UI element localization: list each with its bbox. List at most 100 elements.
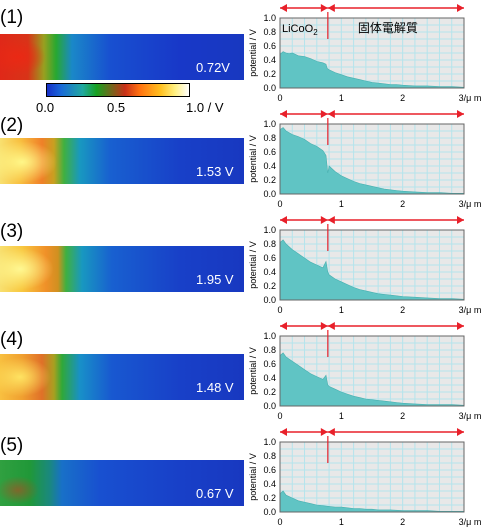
region-arrow-electrolyte-head-right	[457, 110, 464, 118]
voltage-label-2: 1.53 V	[196, 164, 234, 179]
y-tick-label: 0.2	[263, 69, 276, 79]
plot-frame	[279, 335, 465, 407]
y-tick-label: 0.0	[263, 295, 276, 305]
heatmap-4	[0, 354, 244, 400]
voltage-label-5: 0.67 V	[196, 486, 234, 501]
heatmap-3	[0, 246, 244, 292]
y-tick-label: 0.6	[263, 41, 276, 51]
potential-area	[279, 127, 465, 195]
potential-chart-3: 0.0 0.2 0.4 0.6 0.8 1.0 0 1 2 3/μ m potential / V	[248, 216, 482, 315]
y-tick-label: 0.6	[263, 147, 276, 157]
x-tick-label: 3/μ m	[459, 517, 482, 527]
region-label-electrolyte: 固体電解質	[358, 20, 418, 35]
y-tick-label: 0.0	[263, 507, 276, 517]
potential-area	[279, 352, 465, 407]
region-arrow-cathode-head-right	[320, 322, 328, 330]
colorbar-tick-0: 0.0	[36, 100, 55, 115]
y-axis-label: potential / V	[248, 29, 258, 77]
region-arrow-cathode-head-left	[280, 4, 287, 12]
voltage-label-4: 1.48 V	[196, 380, 234, 395]
region-arrow-electrolyte-head-left	[327, 110, 335, 118]
y-tick-label: 1.0	[263, 225, 276, 235]
y-tick-label: 0.2	[263, 387, 276, 397]
y-tick-label: 0.4	[263, 55, 276, 65]
x-tick-label: 3/μ m	[459, 199, 482, 209]
y-tick-label: 0.4	[263, 161, 276, 171]
region-arrow-cathode-head-right	[320, 4, 328, 12]
x-tick-label: 1	[339, 93, 344, 103]
x-tick-label: 3/μ m	[459, 411, 482, 421]
x-tick-label: 0	[277, 411, 282, 421]
y-tick-label: 0.6	[263, 465, 276, 475]
region-arrow-cathode-head-left	[280, 322, 287, 330]
y-tick-label: 0.8	[263, 345, 276, 355]
region-arrow-cathode-head-right	[320, 110, 328, 118]
x-tick-label: 2	[400, 199, 405, 209]
step-label-3: (3)	[0, 221, 24, 242]
step-label-5: (5)	[0, 435, 24, 456]
y-tick-label: 1.0	[263, 437, 276, 447]
x-tick-label: 2	[400, 93, 405, 103]
region-arrow-cathode-head-right	[320, 216, 328, 224]
potential-chart-2: 0.0 0.2 0.4 0.6 0.8 1.0 0 1 2 3/μ m potential / V	[248, 110, 482, 209]
y-tick-label: 0.4	[263, 479, 276, 489]
x-tick-label: 1	[339, 305, 344, 315]
x-tick-label: 2	[400, 305, 405, 315]
region-arrow-electrolyte-head-left	[327, 322, 335, 330]
plot-frame	[279, 229, 465, 301]
x-tick-label: 2	[400, 517, 405, 527]
x-tick-label: 0	[277, 199, 282, 209]
y-tick-label: 0.0	[263, 189, 276, 199]
y-axis-label: potential / V	[248, 135, 258, 183]
y-tick-label: 0.2	[263, 175, 276, 185]
region-arrow-cathode-head-left	[280, 110, 287, 118]
x-tick-label: 2	[400, 411, 405, 421]
x-tick-label: 0	[277, 93, 282, 103]
x-tick-label: 0	[277, 517, 282, 527]
potential-area	[279, 51, 465, 89]
region-arrow-electrolyte-head-right	[457, 216, 464, 224]
potential-chart-5: 0.0 0.2 0.4 0.6 0.8 1.0 0 1 2 3/μ m potential / V	[248, 428, 482, 527]
voltage-label-1: 0.72V	[196, 60, 230, 75]
step-label-2: (2)	[0, 115, 24, 136]
y-tick-label: 0.8	[263, 451, 276, 461]
plot-frame	[279, 17, 465, 89]
y-tick-label: 0.0	[263, 83, 276, 93]
x-tick-label: 3/μ m	[459, 305, 482, 315]
y-tick-label: 0.8	[263, 27, 276, 37]
y-tick-label: 0.6	[263, 253, 276, 263]
region-arrow-electrolyte-head-left	[327, 216, 335, 224]
x-tick-label: 1	[339, 199, 344, 209]
y-tick-label: 0.2	[263, 281, 276, 291]
region-arrow-electrolyte-head-right	[457, 428, 464, 436]
y-axis-label: potential / V	[248, 241, 258, 289]
y-tick-label: 0.0	[263, 401, 276, 411]
y-tick-label: 0.4	[263, 267, 276, 277]
y-tick-label: 0.8	[263, 133, 276, 143]
voltage-label-3: 1.95 V	[196, 272, 234, 287]
y-tick-label: 0.4	[263, 373, 276, 383]
heatmap-2	[0, 138, 244, 184]
potential-chart-1: 0.0 0.2 0.4 0.6 0.8 1.0 0 1 2 3/μ m potential / V L…	[248, 4, 482, 103]
heatmap-1	[0, 34, 244, 80]
colorbar-tick-05: 0.5	[107, 100, 126, 115]
heatmap-5	[0, 460, 244, 506]
colorbar	[46, 83, 190, 97]
potential-area	[279, 490, 465, 513]
region-arrow-electrolyte-head-right	[457, 4, 464, 12]
x-tick-label: 1	[339, 411, 344, 421]
y-tick-label: 1.0	[263, 331, 276, 341]
plot-frame	[279, 441, 465, 513]
x-tick-label: 3/μ m	[459, 93, 482, 103]
y-tick-label: 1.0	[263, 119, 276, 129]
x-tick-label: 0	[277, 305, 282, 315]
region-arrow-electrolyte-head-right	[457, 322, 464, 330]
region-arrow-cathode-head-left	[280, 428, 287, 436]
potential-area	[279, 239, 465, 301]
region-arrow-cathode-head-right	[320, 428, 328, 436]
y-tick-label: 0.6	[263, 359, 276, 369]
region-arrow-cathode-head-left	[280, 216, 287, 224]
y-tick-label: 1.0	[263, 13, 276, 23]
y-tick-label: 0.2	[263, 493, 276, 503]
region-arrow-electrolyte-head-left	[327, 428, 335, 436]
